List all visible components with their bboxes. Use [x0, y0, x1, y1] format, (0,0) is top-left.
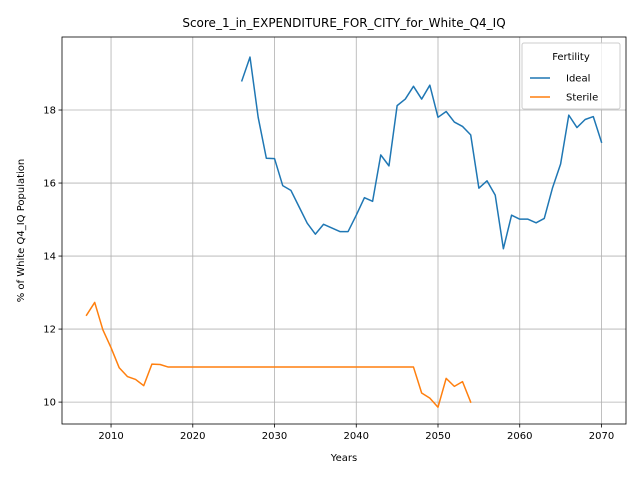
plot-frame — [61, 36, 627, 425]
series-line-ideal — [240, 56, 603, 250]
y-tick-label: 18 — [43, 106, 56, 117]
y-tick-label: 12 — [43, 325, 56, 336]
legend-entries: Ideal Sterile — [530, 74, 598, 104]
x-tick-label: 2010 — [98, 431, 123, 442]
legend-label-sterile: Sterile — [566, 93, 598, 104]
y-axis-label: % of White Q4_IQ Population — [16, 159, 27, 303]
x-tick-label: 2070 — [589, 431, 614, 442]
series-line-sterile — [85, 301, 472, 408]
legend-label-ideal: Ideal — [566, 74, 590, 85]
y-tick-label: 16 — [43, 179, 56, 190]
x-axis-label: Years — [330, 453, 357, 464]
x-tick-label: 2020 — [180, 431, 205, 442]
y-tick-label: 10 — [43, 398, 56, 409]
axis-ticks: 2010 2020 2030 2040 2050 2060 2070 10 12 14 16 18 — [43, 106, 614, 442]
x-tick-label: 2050 — [425, 431, 450, 442]
legend: Fertility Ideal Sterile — [521, 42, 621, 110]
y-tick-label: 14 — [43, 252, 56, 263]
series-lines — [85, 56, 603, 408]
x-tick-label: 2030 — [262, 431, 287, 442]
x-tick-label: 2060 — [507, 431, 532, 442]
chart-title: Score_1_in_EXPENDITURE_FOR_CITY_for_Whit… — [182, 16, 505, 30]
legend-box — [521, 42, 621, 110]
x-tick-label: 2040 — [344, 431, 369, 442]
legend-title: Fertility — [552, 52, 590, 63]
grid — [62, 37, 626, 424]
